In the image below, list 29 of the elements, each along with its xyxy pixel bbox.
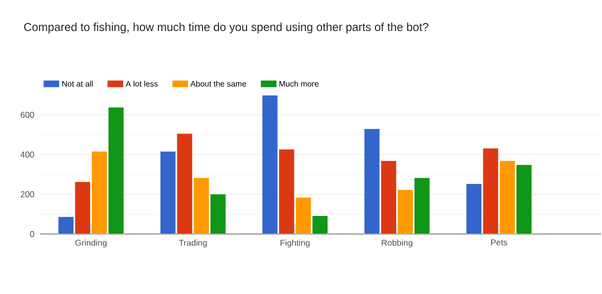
legend-label: Not at all [62, 80, 93, 87]
bar [414, 178, 430, 234]
bar [380, 160, 397, 234]
bar [160, 151, 176, 234]
y-tick-label: 0 [30, 230, 34, 237]
legend-label: Much more [280, 80, 319, 87]
x-tick-label: Pets [491, 240, 508, 246]
bar [312, 216, 328, 234]
x-tick-label: Robbing [382, 240, 412, 248]
legend-label: A lot less [126, 80, 158, 87]
bar [516, 164, 532, 234]
x-tick-label: Fighting [280, 240, 310, 248]
y-tick-label: 200 [20, 191, 34, 198]
y-tick-label: 400 [20, 152, 34, 158]
bar [74, 182, 91, 234]
bar [482, 148, 499, 234]
bar [278, 149, 295, 234]
x-tick-label: Trading [178, 240, 207, 248]
bar [176, 133, 193, 234]
chart-title: Compared to fishing, how much time do you spend using other parts of the bot? [24, 22, 428, 34]
bar [58, 216, 74, 234]
bar [262, 95, 278, 234]
y-tick-label: 600 [20, 112, 34, 118]
bar [466, 184, 482, 234]
bar [210, 194, 226, 234]
bar [108, 107, 124, 234]
bar [364, 128, 380, 234]
x-tick-label: Grinding [75, 240, 107, 248]
legend-label: About the same [190, 80, 246, 87]
